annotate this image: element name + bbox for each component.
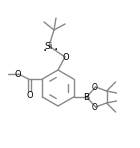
Text: O: O [27,90,33,99]
Text: ·: · [54,43,58,57]
Text: O: O [63,53,69,62]
Text: O: O [14,70,21,78]
Text: Si: Si [45,41,53,50]
Text: O: O [92,82,98,91]
Text: B: B [84,92,90,102]
Text: O: O [92,103,98,111]
Text: ·: · [43,44,47,58]
